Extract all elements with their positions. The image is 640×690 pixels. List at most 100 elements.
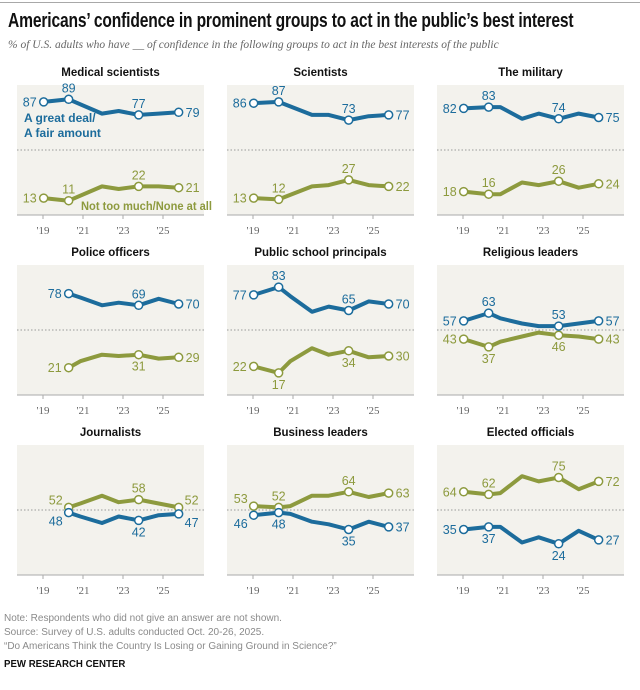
no_confidence-point (553, 472, 564, 483)
no_confidence-point (383, 351, 394, 361)
confidence-data-label: 87 (23, 95, 37, 109)
panel-background (227, 85, 414, 215)
x-tick-label: '23 (537, 585, 550, 597)
no_confidence-data-label: 53 (234, 492, 248, 506)
confidence-point (273, 97, 284, 107)
x-tick-label: '21 (497, 405, 510, 417)
confidence-point (133, 110, 144, 120)
confidence-point (593, 535, 604, 545)
confidence-data-label: 77 (233, 288, 247, 302)
confidence-data-label: 75 (606, 111, 620, 125)
no_confidence-point (248, 361, 259, 372)
no_confidence-data-label: 17 (272, 378, 286, 392)
x-tick-label: '23 (327, 585, 340, 597)
no_confidence-point (383, 181, 394, 192)
no_confidence-point (38, 193, 49, 203)
confidence-point (553, 114, 564, 124)
chart-title: Americans’ confidence in prominent group… (8, 10, 574, 32)
confidence-point (483, 308, 494, 318)
x-tick-label: '23 (327, 405, 340, 417)
no_confidence-point (458, 186, 469, 197)
no_confidence-point (593, 334, 604, 344)
no_confidence-data-label: 30 (396, 350, 410, 364)
confidence-data-label: 78 (48, 287, 62, 301)
panel-background (17, 85, 204, 215)
no_confidence-data-label: 21 (48, 361, 62, 375)
no_confidence-data-label: 46 (552, 340, 566, 354)
panel-title: Medical scientists (61, 67, 159, 79)
no_confidence-point (248, 501, 259, 511)
x-tick-label: '23 (537, 405, 550, 417)
confidence-point (173, 299, 184, 309)
panel-background (437, 445, 624, 575)
panel-elected-officials: Elected officials '19 '21 '23 '25 64 62 75 72 35 3… (437, 427, 624, 597)
no_confidence-data-label: 11 (62, 183, 75, 197)
panel-title: Elected officials (487, 427, 575, 439)
no_confidence-data-label: 16 (482, 176, 496, 190)
confidence-point (38, 97, 49, 107)
panel-the-military: The military '19 '21 '23 '25 18 16 26 24 82 83 74 75 (437, 67, 624, 237)
x-tick-label: '25 (367, 225, 380, 237)
x-tick-label: '19 (247, 225, 260, 237)
x-tick-label: '19 (247, 585, 260, 597)
panel-public-school-principals: Public school principals '19 '21 '23 '25 22 17… (227, 247, 414, 417)
no_confidence-data-label: 13 (233, 192, 247, 206)
no_confidence-point (173, 352, 184, 363)
panel-title: Journalists (80, 427, 141, 439)
confidence-point (343, 115, 354, 125)
x-tick-label: '19 (457, 405, 470, 417)
no_confidence-data-label: 75 (552, 460, 566, 474)
x-tick-label: '23 (117, 405, 130, 417)
confidence-point (63, 507, 74, 518)
x-tick-label: '23 (537, 225, 550, 237)
x-tick-label: '21 (77, 225, 90, 237)
no_confidence-point (173, 182, 184, 193)
panel-background (17, 265, 204, 395)
no_confidence-data-label: 12 (272, 181, 286, 195)
no_confidence-point (383, 488, 394, 498)
report-title: “Do Americans Think the Country Is Losin… (4, 641, 337, 652)
no_confidence-data-label: 27 (342, 162, 356, 176)
x-tick-label: '25 (367, 405, 380, 417)
no_confidence-data-label: 62 (482, 476, 496, 490)
no_confidence-data-label: 31 (132, 360, 146, 374)
brand-logo-text: PEW RESEARCH CENTER (4, 658, 126, 670)
x-tick-label: '25 (157, 585, 170, 597)
no_confidence-point (343, 175, 354, 185)
panel-title: Scientists (293, 67, 347, 79)
x-tick-label: '25 (157, 225, 170, 237)
confidence-point (248, 290, 259, 300)
no_confidence-point (133, 181, 144, 192)
no_confidence-data-label: 37 (482, 352, 496, 366)
panel-title: Religious leaders (483, 247, 578, 259)
no_confidence-data-label: 24 (606, 177, 620, 191)
confidence-data-label: 77 (132, 97, 146, 111)
panel-journalists: Journalists '19 '21 '23 '25 52 58 52 48 42 47 (17, 427, 204, 597)
x-tick-label: '21 (497, 225, 510, 237)
confidence-data-label: 87 (272, 84, 286, 98)
no_confidence-data-label: 18 (443, 185, 457, 199)
no_confidence-data-label: 63 (396, 487, 410, 501)
x-tick-label: '21 (287, 585, 300, 597)
no_confidence-data-label: 29 (186, 351, 200, 365)
confidence-point (133, 515, 144, 526)
no_confidence-point (133, 494, 144, 505)
confidence-point (133, 300, 144, 311)
confidence-data-label: 47 (185, 516, 199, 530)
confidence-line (66, 291, 181, 308)
confidence-point (63, 94, 74, 105)
x-tick-label: '19 (247, 405, 260, 417)
no_confidence-point (483, 189, 494, 199)
no_confidence-point (483, 489, 494, 500)
confidence-data-label: 70 (396, 298, 410, 312)
confidence-data-label: 27 (606, 533, 620, 547)
confidence-point (593, 112, 604, 123)
no_confidence-point (273, 194, 284, 205)
x-tick-label: '21 (287, 405, 300, 417)
confidence-data-label: 89 (62, 81, 76, 95)
confidence-point (173, 509, 184, 519)
no_confidence-data-label: 52 (185, 493, 199, 507)
panel-title: Police officers (71, 247, 150, 259)
confidence-data-label: 82 (443, 102, 457, 116)
